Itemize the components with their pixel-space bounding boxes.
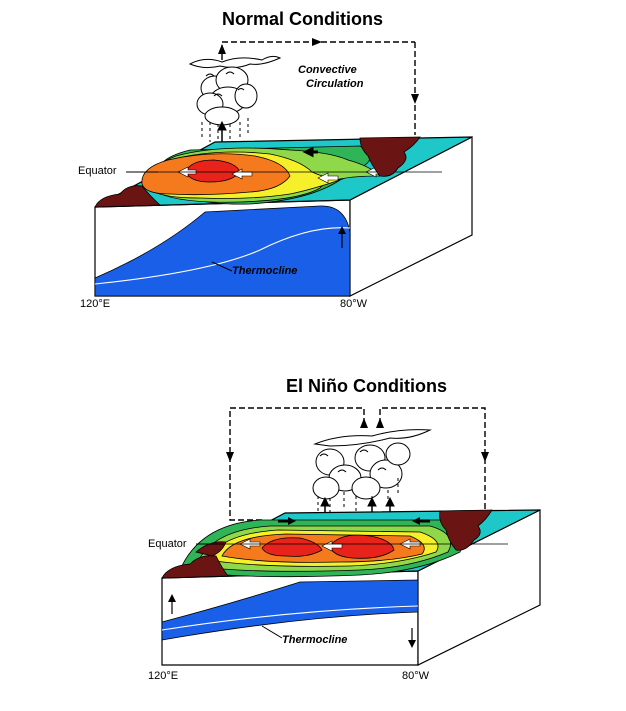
normal-circulation-loop xyxy=(218,38,419,135)
elnino-conditions-title: El Niño Conditions xyxy=(286,376,447,396)
elnino-sea-surface xyxy=(161,509,541,579)
right-arrow-icon xyxy=(312,38,322,46)
normal-east-longitude: 80°W xyxy=(340,298,368,310)
elnino-equator-label: Equator xyxy=(148,538,187,550)
down-arrow-icon xyxy=(411,94,419,104)
up-arrow-icon xyxy=(218,44,226,54)
elnino-east-longitude: 80°W xyxy=(402,670,430,682)
normal-equator-label: Equator xyxy=(78,165,117,177)
elnino-west-longitude: 120°E xyxy=(148,670,179,682)
elnino-ocean-box xyxy=(161,509,541,666)
down-arrow-icon xyxy=(226,452,234,462)
circulation-label-line1: Convective xyxy=(298,64,357,76)
normal-sea-surface xyxy=(94,136,473,208)
normal-conditions-title: Normal Conditions xyxy=(222,9,383,29)
elnino-circulation-loops xyxy=(226,407,489,521)
normal-convective-cloud xyxy=(188,55,282,148)
circulation-label-line2: Circulation xyxy=(306,78,364,90)
elnino-convective-cloud xyxy=(312,429,432,518)
elnino-thermocline-label: Thermocline xyxy=(282,634,348,646)
normal-ocean-box xyxy=(94,136,473,297)
normal-west-longitude: 120°E xyxy=(80,298,111,310)
down-arrow-icon xyxy=(481,452,489,462)
normal-thermocline-label: Thermocline xyxy=(232,265,298,277)
